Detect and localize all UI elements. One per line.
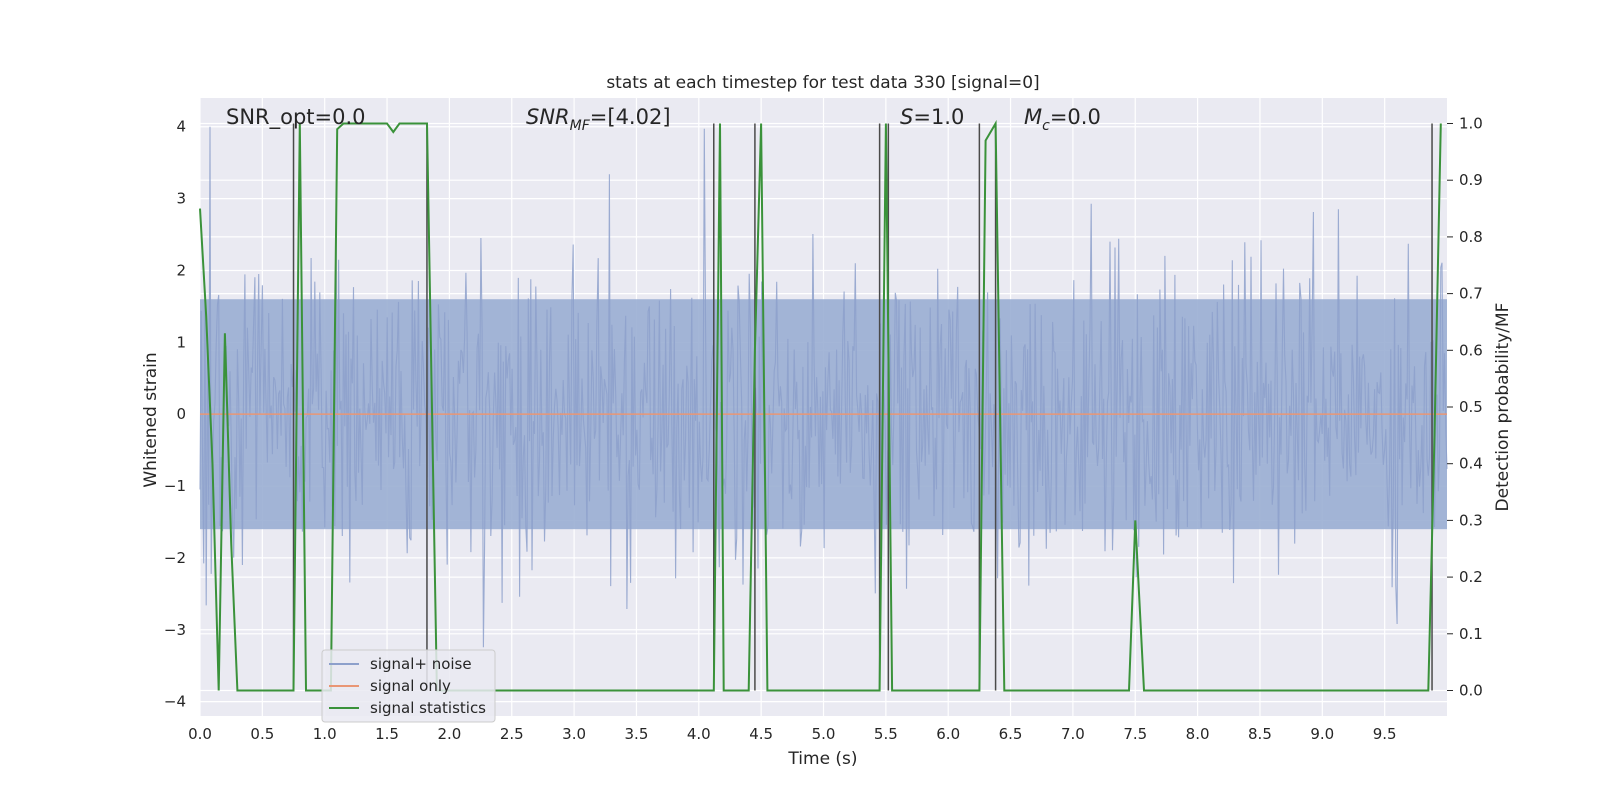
y2-tick-label: 0.6 [1459,341,1483,359]
x-tick-label: 9.5 [1373,725,1397,743]
y2-tick-label: 0.2 [1459,568,1483,586]
y-axis-label: Whitened strain [141,352,161,487]
x-tick-label: 1.0 [313,725,337,743]
x-tick-label: 2.0 [437,725,461,743]
y2-tick-label: 0.1 [1459,625,1483,643]
legend-label-noise: signal+ noise [370,655,472,673]
mc-value: =0.0 [1050,105,1101,129]
x-tick-label: 6.5 [999,725,1023,743]
y-tick-label: −1 [164,477,186,495]
snr-mf-symbol: SNR [526,105,570,129]
y-tick-label: 4 [176,118,186,136]
snr-mf-annotation: SNRMF=[4.02] [526,105,671,134]
legend-label-statistics: signal statistics [370,699,486,717]
legend-label-signal-only: signal only [370,677,451,695]
x-tick-label: 2.5 [500,725,524,743]
x-tick-label: 4.0 [687,725,711,743]
x-axis-label: Time (s) [787,749,857,769]
mc-subscript: c [1042,118,1050,134]
s-annotation: S=1.0 [900,105,964,129]
chart-title: stats at each timestep for test data 330… [606,73,1039,93]
y2-tick-label: 0.8 [1459,228,1483,246]
y-tick-label: −4 [164,693,186,711]
x-tick-label: 3.5 [625,725,649,743]
s-symbol: S [900,105,913,129]
mc-symbol: M [1024,105,1042,129]
y2-tick-label: 0.3 [1459,511,1483,529]
x-tick-label: 7.0 [1061,725,1085,743]
y2-tick-label: 1.0 [1459,115,1483,133]
signal-statistics-series [199,119,1442,692]
annotations: SNR_opt=0.0 SNRMF=[4.02] S=1.0 Mc=0.0 [226,105,1101,134]
y-tick-label: 0 [176,405,186,423]
y2-tick-label: 0.0 [1459,681,1483,699]
y2-tick-label: 0.5 [1459,398,1483,416]
x-tick-label: 4.5 [749,725,773,743]
mf-marker-lines [292,123,1433,691]
x-tick-labels: 0.0 0.5 1.0 1.5 2.0 2.5 3.0 3.5 4.0 4.5 5.0 5.5 6.0 6… [188,725,1397,743]
y2-tick-label: 0.4 [1459,455,1483,473]
x-tick-label: 6.0 [936,725,960,743]
legend-box [321,649,496,723]
y2-tick-label: 0.9 [1459,171,1483,189]
x-tick-label: 0.0 [188,725,212,743]
y2-axis-label: Detection probability/MF [1493,303,1513,512]
x-tick-label: 9.0 [1310,725,1334,743]
noise-line [199,126,1448,648]
y-tick-label: 1 [176,333,186,351]
s-value: =1.0 [913,105,964,129]
y-tick-label: −2 [164,549,186,567]
mc-annotation: Mc=0.0 [1024,105,1101,134]
x-tick-label: 5.5 [874,725,898,743]
snr-mf-subscript: MF [570,118,591,134]
x-tick-label: 8.0 [1186,725,1210,743]
x-tick-label: 0.5 [250,725,274,743]
legend: signal+ noise signal only signal statist… [321,649,496,723]
snr-mf-value: =[4.02] [590,105,671,129]
x-tick-label: 3.0 [562,725,586,743]
y-tick-label: 3 [176,190,186,208]
y-tick-labels: 4 3 2 1 0 −1 −2 −3 −4 [164,118,186,711]
x-tick-label: 5.0 [812,725,836,743]
x-tick-label: 7.5 [1123,725,1147,743]
y-tick-label: −3 [164,621,186,639]
signal-statistics-line [199,119,1442,692]
y2-tick-label: 0.7 [1459,285,1483,303]
y-tick-label: 2 [176,261,186,279]
snr-opt-annotation: SNR_opt=0.0 [226,105,366,130]
x-tick-label: 8.5 [1248,725,1272,743]
x-tick-label: 1.5 [375,725,399,743]
y2-tick-labels: 1.0 0.9 0.8 0.7 0.6 0.5 0.4 0.3 0.2 0.1 0.0 [1447,115,1483,699]
plot-axes [199,98,1448,716]
